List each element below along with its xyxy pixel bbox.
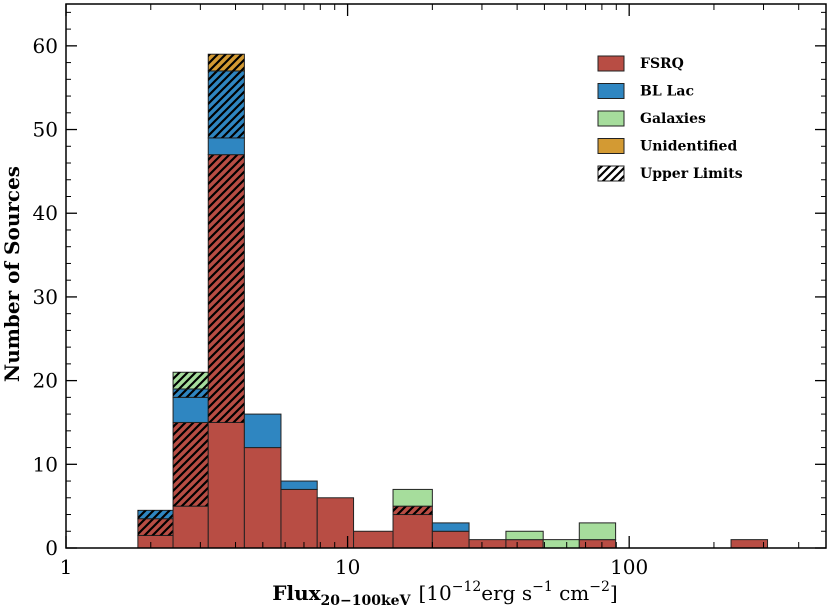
y-axis-label: Number of Sources [0,166,24,382]
bar-fsrq-bin-12 [578,539,617,549]
legend-swatch-bl-lac [597,83,625,99]
bar-bl-lac-bin-1 [172,396,209,423]
bar-unidentified-upper-limit-bin-2-hatch [208,54,245,71]
bar-bl-lac-bin-3 [243,413,282,449]
bar-bl-lac-upper-limit-bin-1-hatch [173,388,209,398]
legend-label-upper-limits: Upper Limits [640,166,743,182]
legend: FSRQ BL Lac Galaxies Unidentified Upper Limi… [597,55,743,182]
bar-bl-lac-bin-2 [207,137,245,156]
legend-swatch-fsrq [597,55,625,72]
bar-fsrq-bin-9 [468,539,507,549]
x-tick-label: 100 [610,555,648,579]
bar-fsrq-bin-13 [730,539,769,549]
y-tick-label: 60 [33,34,58,58]
x-axis-label: Flux20−100keV [10−12erg s−1 cm−2] [272,579,617,609]
bar-fsrq-bin-2 [207,421,245,549]
legend-label-fsrq: FSRQ [640,56,684,72]
bar-galaxies-bin-7 [392,488,433,507]
x-tick-label: 1 [60,555,73,579]
histogram-bars [137,53,769,549]
bar-galaxies-bin-10 [505,530,544,541]
bar-bl-lac-upper-limit-bin-0-hatch [137,510,174,519]
legend-swatch-galaxies [597,110,625,127]
bar-galaxies-bin-12 [578,522,617,541]
bar-fsrq-bin-10 [505,539,544,549]
plot-frame [65,3,827,549]
y-tick-label: 0 [45,536,58,560]
legend-label-unidentified: Unidentified [640,139,737,155]
bar-fsrq-bin-1 [172,505,209,549]
bar-fsrq-bin-6 [353,530,394,549]
bar-fsrq-bin-8 [431,530,470,549]
axis-tick-labels: 0 10 20 30 40 50 60 1 10 100 [33,34,649,579]
legend-swatch-hatch [598,166,624,181]
bar-bl-lac-upper-limit-bin-2-hatch [208,70,245,138]
bar-bl-lac-bin-8 [431,522,470,532]
bar-fsrq-bin-3 [243,447,282,549]
legend-label-galaxies: Galaxies [640,111,706,127]
bar-fsrq-upper-limit-bin-0-hatch [137,518,174,536]
y-tick-label: 40 [33,201,58,225]
legend-swatch-unidentified [597,138,625,154]
y-tick-label: 20 [33,369,58,393]
y-tick-label: 10 [33,452,58,476]
bar-fsrq-upper-limit-bin-2-hatch [208,154,245,423]
bar-bl-lac-bin-4 [280,480,318,490]
legend-label-bl-lac: BL Lac [640,84,694,100]
x-tick-label: 10 [335,555,360,579]
bar-fsrq-bin-0 [137,534,174,549]
bar-fsrq-bin-7 [392,514,433,549]
bar-fsrq-upper-limit-bin-1-hatch [173,422,209,507]
bar-fsrq-bin-4 [280,488,318,549]
bar-galaxies-upper-limit-bin-1-hatch [173,372,209,389]
y-tick-label: 50 [33,118,58,142]
y-tick-label: 30 [33,285,58,309]
bar-galaxies-bin-11 [542,539,580,549]
bar-fsrq-upper-limit-bin-7-hatch [393,506,433,515]
axis-ticks [65,4,826,549]
